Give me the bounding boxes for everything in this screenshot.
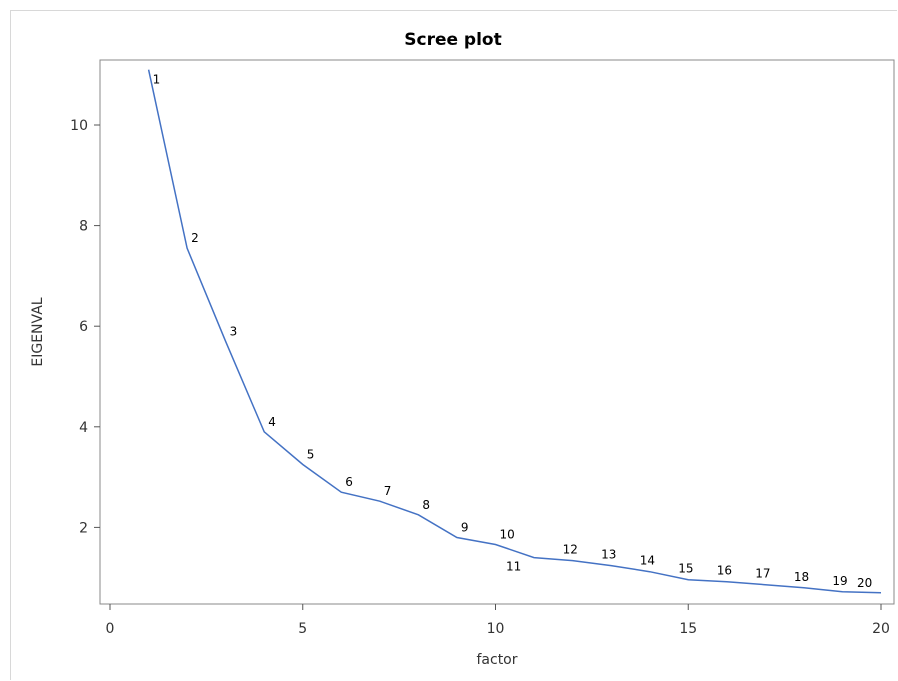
point-label: 2 xyxy=(191,231,199,245)
point-label: 14 xyxy=(640,554,655,568)
y-tick-label: 2 xyxy=(79,520,88,536)
x-tick-label: 20 xyxy=(872,621,890,637)
x-axis: 0 5 10 15 20 xyxy=(106,604,890,637)
plot-area xyxy=(99,59,895,605)
chart-title: Scree plot xyxy=(404,30,502,50)
x-tick-label: 15 xyxy=(679,621,697,637)
y-tick-label: 8 xyxy=(79,219,88,235)
x-axis-label: factor xyxy=(476,652,517,668)
chart-frame xyxy=(10,10,897,680)
point-label: 20 xyxy=(857,576,872,590)
x-tick-label: 10 xyxy=(487,621,505,637)
point-label: 12 xyxy=(563,543,578,557)
y-tick-label: 4 xyxy=(79,420,88,436)
series-line xyxy=(147,69,882,594)
y-tick-label: 10 xyxy=(70,118,88,134)
point-label: 13 xyxy=(601,548,616,562)
x-tick-label: 0 xyxy=(106,621,115,637)
point-label: 15 xyxy=(678,562,693,576)
point-label: 1 xyxy=(153,73,161,87)
point-label: 4 xyxy=(268,415,276,429)
point-label: 16 xyxy=(717,564,732,578)
y-tick-label: 6 xyxy=(79,319,88,335)
point-label: 17 xyxy=(755,567,770,581)
point-label: 3 xyxy=(230,324,238,338)
point-label: 8 xyxy=(422,498,430,512)
y-axis: 2 4 6 8 10 xyxy=(70,118,100,536)
point-label: 5 xyxy=(307,448,315,462)
point-label: 10 xyxy=(500,528,515,542)
point-label: 11 xyxy=(506,560,521,574)
point-label: 9 xyxy=(461,521,469,535)
point-label: 18 xyxy=(794,570,809,584)
point-label: 6 xyxy=(345,475,353,489)
point-label: 19 xyxy=(832,574,847,588)
point-label: 7 xyxy=(384,484,392,498)
y-axis-label: EIGENVAL xyxy=(30,297,46,366)
x-tick-label: 5 xyxy=(298,621,307,637)
